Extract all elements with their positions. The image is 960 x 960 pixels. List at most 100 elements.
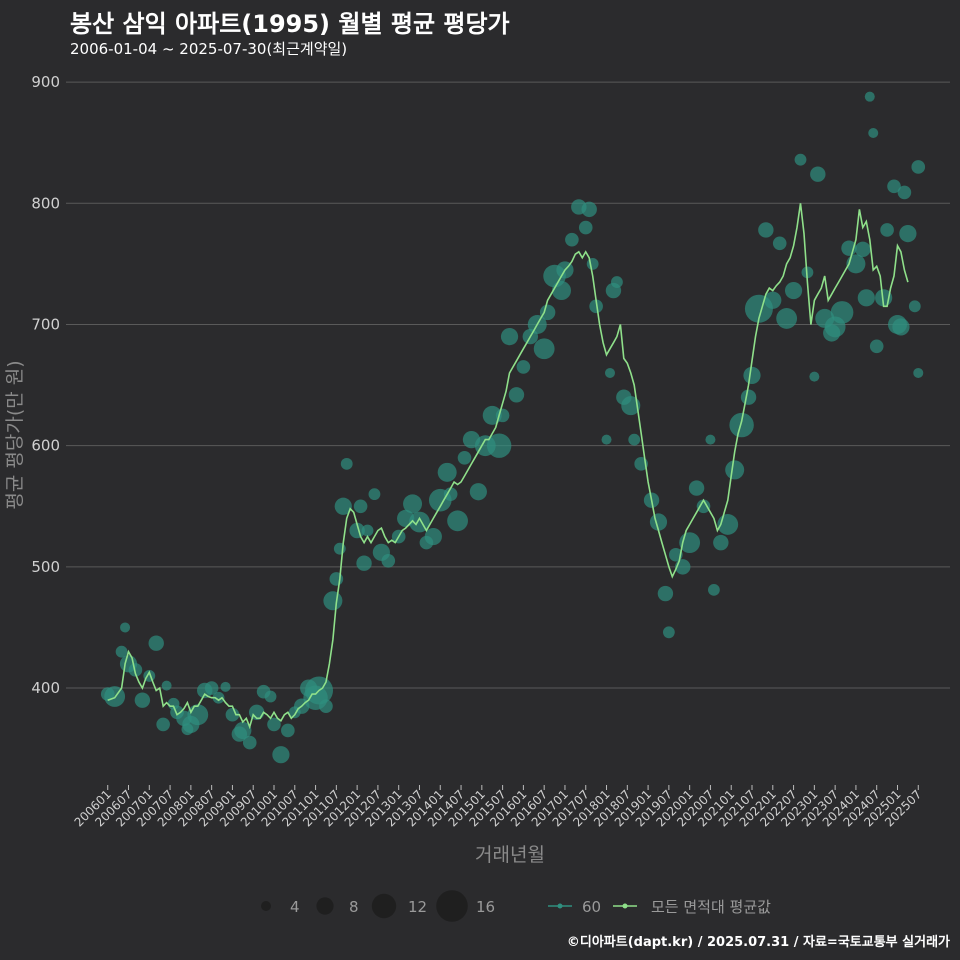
- scatter-point-82: [601, 434, 612, 445]
- scatter-point-41: [340, 457, 353, 470]
- scatter-point-46: [368, 488, 381, 501]
- scatter-point-126: [868, 128, 879, 139]
- scatter-point-28: [267, 717, 281, 732]
- scatter-point-98: [696, 499, 711, 514]
- scatter-point-120: [830, 301, 854, 324]
- scatter-point-43: [353, 499, 368, 514]
- scatter-point-30: [281, 723, 295, 738]
- legend-size-label-8: 8: [349, 898, 359, 916]
- legend-size-label-4: 4: [290, 898, 300, 916]
- legend-size-marker-8: [316, 897, 334, 915]
- legend-size-marker-4: [261, 901, 271, 911]
- scatter-point-24: [242, 735, 257, 750]
- scatter-point-68: [516, 360, 531, 374]
- scatter-point-110: [772, 236, 787, 251]
- scatter-point-16: [187, 704, 209, 726]
- scatter-point-71: [533, 338, 555, 360]
- scatter-point-113: [794, 153, 807, 166]
- scatter-point-2: [115, 645, 128, 658]
- x-axis-label: 거래년월: [475, 844, 545, 866]
- scatter-point-100: [708, 583, 720, 596]
- x-tick-labels: 2006012006072007012007072008012008072009…: [72, 785, 924, 830]
- legend-size-label-16: 16: [476, 898, 495, 916]
- scatter-point-19: [212, 691, 225, 704]
- legend: 4 8 12 16 60 모든 면적대 평균값: [261, 890, 771, 922]
- scatter-point-116: [810, 166, 826, 182]
- legend-series-label-1: 모든 면적대 평균값: [651, 898, 771, 916]
- scatter-point-92: [657, 585, 674, 602]
- scatter-point-64: [486, 433, 512, 458]
- legend-size-marker-16: [436, 890, 468, 922]
- scatter-point-67: [508, 387, 525, 403]
- scatter-point-109: [764, 291, 782, 309]
- scatter-point-61: [469, 483, 487, 501]
- legend-series-dot-0: [557, 903, 563, 909]
- scatter-point-37: [323, 591, 343, 611]
- y-tick-400: 400: [31, 679, 60, 697]
- scatter-point-123: [855, 241, 871, 258]
- scatter-point-8: [148, 635, 164, 651]
- scatter-point-103: [725, 460, 745, 480]
- scatter-point-136: [911, 160, 926, 174]
- scatter-point-44: [356, 555, 372, 571]
- scatter-point-23: [234, 721, 252, 740]
- average-line: [107, 203, 909, 730]
- scatter-point-135: [908, 300, 921, 313]
- legend-size-marker-12: [371, 893, 397, 919]
- chart-title: 봉산 삼익 아파트(1995) 월별 평균 평당가: [70, 10, 510, 38]
- scatter-point-72: [539, 304, 556, 321]
- scatter-point-66: [500, 328, 519, 346]
- scatter-point-115: [809, 371, 820, 382]
- scatter-point-127: [869, 339, 884, 354]
- credit-text: ©디아파트(dapt.kr) / 2025.07.31 / 자료=국토교통부 실…: [566, 935, 950, 950]
- scatter-point-93: [662, 626, 675, 639]
- y-tick-800: 800: [31, 194, 60, 212]
- average-line-group: [107, 203, 909, 730]
- scatter-point-81: [589, 299, 603, 314]
- scatter-point-130: [887, 179, 901, 194]
- legend-size-label-12: 12: [408, 898, 427, 916]
- scatter-point-88: [628, 433, 641, 446]
- scatter-point-48: [381, 554, 396, 568]
- scatter-point-5: [128, 663, 143, 677]
- scatter-point-105: [740, 389, 757, 405]
- scatter-point-45: [361, 524, 374, 537]
- scatter-point-9: [156, 717, 170, 732]
- scatter-point-21: [225, 707, 240, 722]
- legend-series-label-0: 60: [582, 898, 601, 916]
- scatter-point-74: [551, 281, 571, 301]
- scatter-point-111: [776, 308, 798, 329]
- scatter-point-6: [134, 692, 151, 708]
- scatter-point-134: [899, 225, 917, 243]
- scatter-point-125: [864, 91, 875, 102]
- scatter-point-132: [892, 318, 910, 336]
- scatter-point-97: [688, 480, 705, 496]
- scatter-points: [100, 91, 926, 764]
- scatter-point-79: [581, 201, 597, 218]
- scatter-point-65: [495, 408, 510, 423]
- y-tick-500: 500: [31, 558, 60, 576]
- scatter-point-40: [334, 497, 352, 515]
- scatter-point-36: [319, 699, 333, 714]
- scatter-point-76: [565, 232, 579, 247]
- grid-lines: [66, 81, 950, 689]
- y-tick-labels: 400 500 600 700 800 900: [31, 73, 60, 697]
- scatter-point-124: [857, 289, 875, 307]
- scatter-point-27: [264, 690, 277, 703]
- scatter-point-38: [329, 572, 344, 586]
- scatter-point-39: [333, 542, 346, 555]
- scatter-point-59: [457, 450, 472, 465]
- scatter-point-3: [120, 622, 131, 633]
- y-tick-900: 900: [31, 73, 60, 91]
- legend-series-dot-1: [622, 903, 628, 909]
- scatter-point-133: [897, 185, 912, 200]
- scatter-point-58: [447, 510, 468, 532]
- scatter-point-99: [705, 434, 716, 445]
- scatter-point-20: [220, 681, 231, 692]
- scatter-point-129: [880, 223, 894, 237]
- scatter-point-106: [743, 366, 761, 384]
- scatter-point-101: [713, 534, 729, 551]
- scatter-point-108: [758, 222, 774, 238]
- scatter-point-10: [161, 680, 172, 691]
